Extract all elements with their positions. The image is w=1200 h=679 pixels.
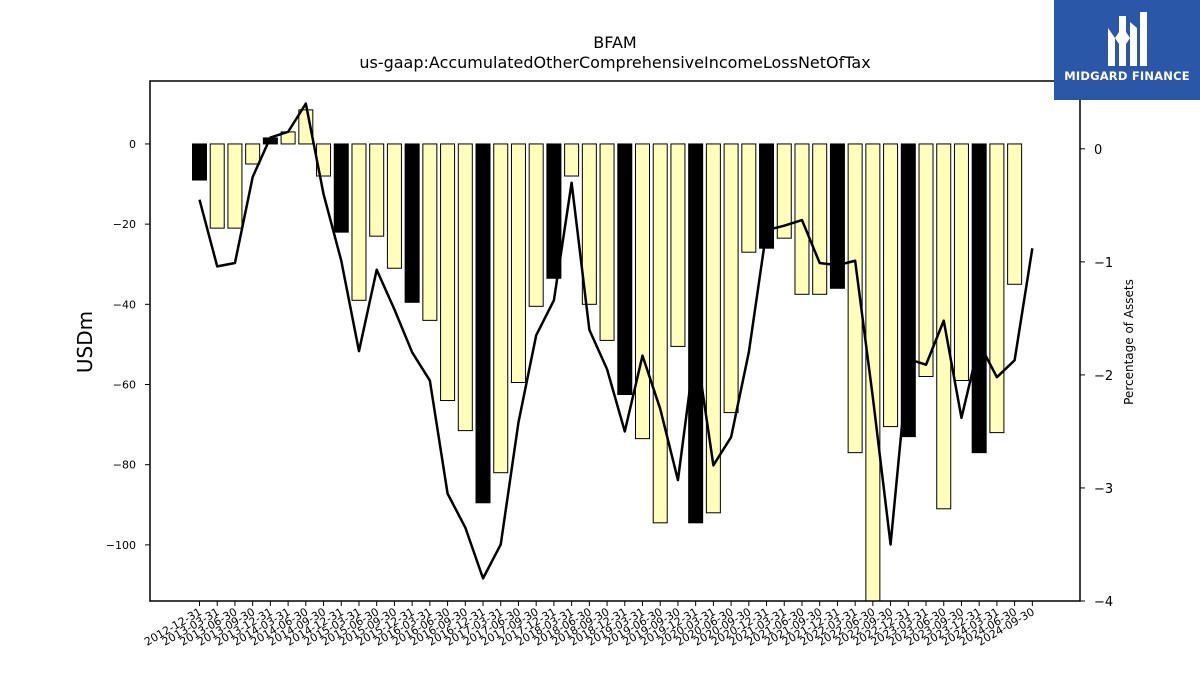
plot-frame xyxy=(149,80,1081,602)
bar-2018-06-30 xyxy=(581,143,597,305)
pct-assets-line xyxy=(198,102,1034,580)
bar-2016-03-31 xyxy=(422,143,438,321)
bar-2020-06-30 xyxy=(723,143,739,414)
midgard-logo: MIDGARD FINANCE xyxy=(1054,0,1200,100)
bar-2017-03-31 xyxy=(493,143,509,474)
midgard-m-icon xyxy=(1108,12,1147,66)
y-tick-label: −20 xyxy=(113,218,136,231)
bar-2013-09-30 xyxy=(245,143,261,165)
bar-2012-12-31 xyxy=(192,143,207,181)
y2-tick-label: 0 xyxy=(1094,143,1102,158)
y2-axis-label: Percentage of Assets xyxy=(1122,279,1136,405)
y2-tick-label: −1 xyxy=(1094,256,1113,271)
bar-2016-09-30 xyxy=(457,143,473,432)
bar-2018-12-31 xyxy=(617,143,633,396)
chart-title: BFAM xyxy=(593,33,636,52)
bar-2016-12-31 xyxy=(475,143,491,504)
bar-2017-09-30 xyxy=(528,143,544,307)
bar-2019-09-30 xyxy=(670,143,686,347)
y-tick-label: −80 xyxy=(113,459,136,472)
logo-text: MIDGARD FINANCE xyxy=(1064,69,1190,83)
bar-2015-03-31 xyxy=(351,143,367,301)
bar-2015-09-30 xyxy=(386,143,402,269)
bar-2018-03-31 xyxy=(564,143,580,177)
bar-2023-09-30 xyxy=(953,143,969,381)
line-layer xyxy=(198,102,1034,580)
bar-2022-12-31 xyxy=(900,143,916,438)
bar-2020-12-31 xyxy=(759,143,775,249)
bar-2022-06-30 xyxy=(865,143,881,602)
y-tick-label: −100 xyxy=(106,539,136,552)
y-tick-label: −60 xyxy=(113,379,136,392)
bar-2017-06-30 xyxy=(510,143,526,383)
bar-2022-09-30 xyxy=(883,143,899,428)
bar-2015-06-30 xyxy=(369,143,385,237)
bar-2019-12-31 xyxy=(688,143,704,524)
bar-2014-12-31 xyxy=(333,143,349,233)
y-tick-label: −40 xyxy=(113,298,136,311)
y2-tick-label: −2 xyxy=(1094,369,1113,384)
bar-2017-12-31 xyxy=(546,143,562,279)
bar-2021-03-31 xyxy=(776,143,792,239)
y-tick-label: 0 xyxy=(129,138,136,151)
axes-layer: 0−20−40−60−80−1000−1−2−3−42012-12-312013… xyxy=(106,80,1113,649)
bar-2013-06-30 xyxy=(227,143,243,229)
bar-2024-03-31 xyxy=(989,143,1005,434)
bar-2018-09-30 xyxy=(599,143,615,341)
bar-2022-03-31 xyxy=(847,143,863,454)
bar-2021-12-31 xyxy=(829,143,845,289)
y2-tick-label: −3 xyxy=(1094,482,1113,497)
bar-2016-06-30 xyxy=(440,143,456,402)
bars-layer xyxy=(192,109,1023,602)
bar-2015-12-31 xyxy=(404,143,420,303)
y2-tick-label: −4 xyxy=(1094,595,1113,610)
bar-2021-09-30 xyxy=(812,143,828,295)
bar-2024-06-30 xyxy=(1007,143,1023,285)
bar-2023-03-31 xyxy=(918,143,934,377)
bar-2019-03-31 xyxy=(635,143,650,440)
chart-subtitle: us-gaap:AccumulatedOtherComprehensiveInc… xyxy=(359,53,870,72)
bar-2013-03-31 xyxy=(209,143,225,229)
bar-2020-03-31 xyxy=(705,143,721,514)
bar-2019-06-30 xyxy=(652,143,668,524)
bar-2020-09-30 xyxy=(741,143,757,253)
bar-2023-12-31 xyxy=(971,143,987,454)
y-axis-label: USDm xyxy=(73,311,97,373)
